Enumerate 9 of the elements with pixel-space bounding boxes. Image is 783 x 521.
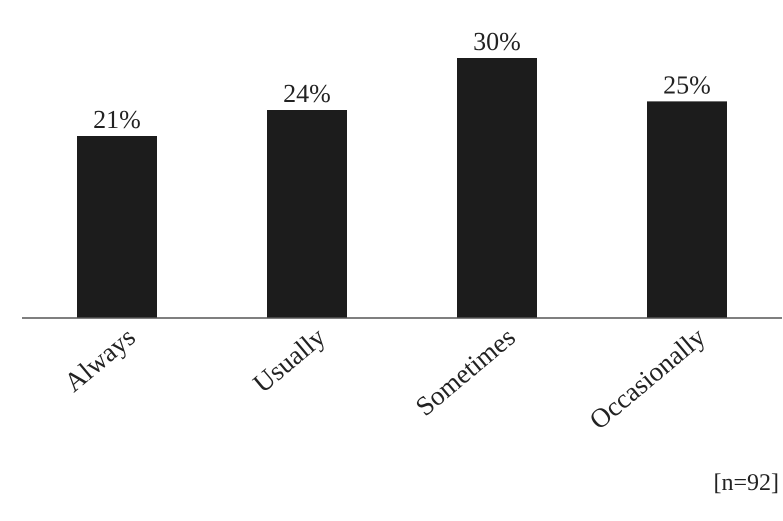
data-label: 24% — [283, 79, 331, 108]
bar — [267, 110, 347, 318]
data-label: 25% — [663, 70, 711, 100]
bar — [77, 136, 157, 318]
text: [n=92] — [713, 470, 779, 497]
data-label: 21% — [93, 105, 141, 134]
bar — [647, 101, 727, 318]
bar — [457, 58, 537, 318]
data-label: 30% — [473, 27, 521, 56]
